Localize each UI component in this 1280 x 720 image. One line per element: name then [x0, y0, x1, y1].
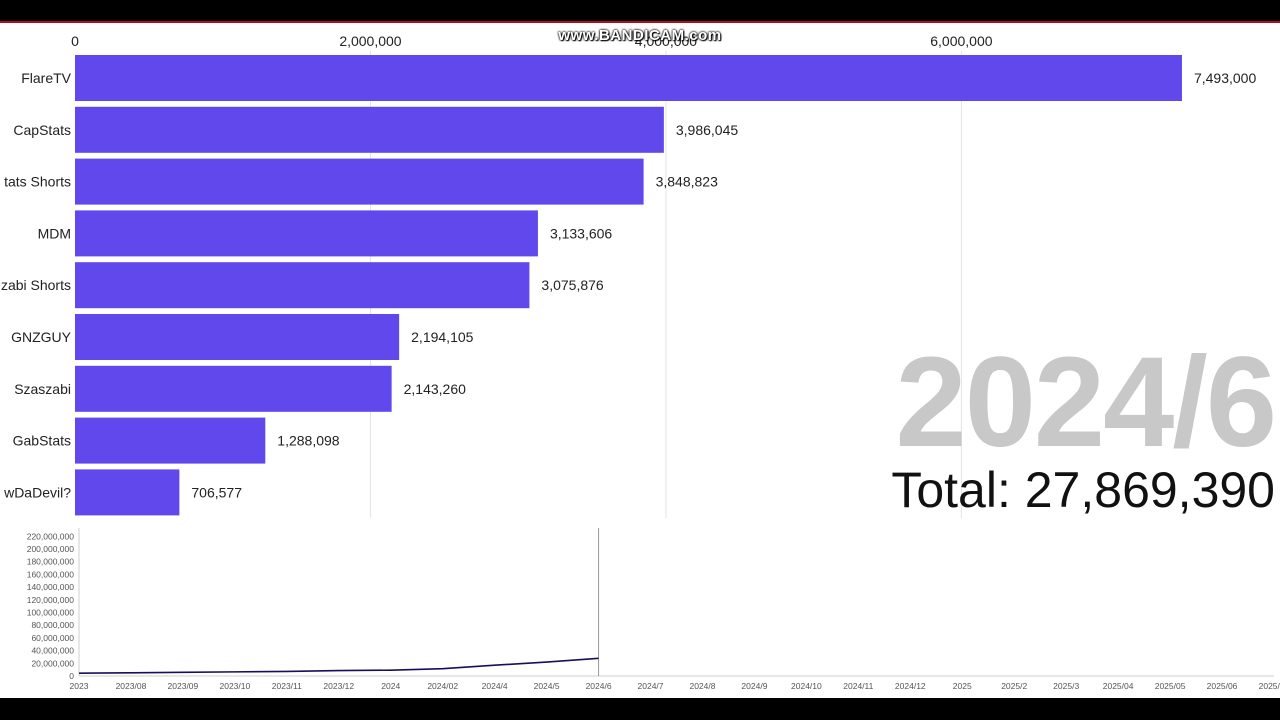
- bar-value-label: 2,143,260: [404, 381, 466, 397]
- total-label: Total:: [891, 462, 1011, 518]
- bar: [75, 210, 538, 257]
- bar: [75, 158, 644, 205]
- line-x-tick-label: 2024/6: [586, 681, 612, 691]
- bar-axis-tick-label: 6,000,000: [930, 33, 992, 49]
- total-readout: Total: 27,869,390: [860, 465, 1275, 515]
- line-y-tick-label: 140,000,000: [27, 582, 75, 592]
- total-value: 27,869,390: [1024, 462, 1275, 518]
- bar-category-label: GNZGUY: [11, 329, 72, 345]
- bar-axis-tick-label: 2,000,000: [339, 33, 401, 49]
- bar: [75, 469, 180, 516]
- line-x-tick-label: 2023: [70, 681, 89, 691]
- line-y-tick-label: 20,000,000: [31, 658, 74, 668]
- line-y-tick-label: 160,000,000: [27, 569, 75, 579]
- line-series: [78, 657, 599, 674]
- line-x-tick-label: 2024/7: [638, 681, 664, 691]
- line-y-tick-label: 220,000,000: [27, 531, 75, 541]
- line-x-tick-label: 2025/3: [1053, 681, 1079, 691]
- bar-category-label: MDM: [38, 225, 71, 241]
- bar-category-label: zabi Shorts: [1, 277, 71, 293]
- bar: [75, 314, 400, 360]
- bar-axis-ticks: 0 2,000,000 4,000,000 6,000,000: [71, 33, 993, 49]
- line-x-tick-label: 2024/11: [843, 681, 873, 691]
- bars: [75, 55, 1182, 516]
- period-label: 2024/6: [895, 331, 1278, 474]
- bar-value-label: 3,133,606: [550, 225, 612, 241]
- line-x-tick-label: 2025/2: [1001, 681, 1027, 691]
- line-x-tick-label: 2023/11: [272, 681, 302, 691]
- line-y-tick-label: 0: [69, 671, 74, 681]
- letterbox-bottom: [0, 698, 1280, 720]
- bar: [75, 417, 266, 464]
- line-x-tick-label: 2025/05: [1155, 681, 1186, 691]
- bar-value-labels: 7,493,000 3,986,045 3,848,823 3,133,606 3,07…: [191, 70, 1256, 500]
- line-x-tick-label: 2025/04: [1103, 681, 1134, 691]
- line-x-tick-label: 2024/9: [741, 681, 767, 691]
- line-x-tick-label: 2025/07: [1259, 681, 1280, 691]
- bar-chart: 0 2,000,000 4,000,000 6,000,000 FlareTV CapSt…: [1, 33, 1256, 518]
- line-x-tick-label: 2024/02: [427, 681, 458, 691]
- bar-value-label: 706,577: [191, 484, 242, 500]
- bar-value-label: 3,075,876: [541, 277, 603, 293]
- bar: [75, 262, 530, 309]
- line-x-tick-labels: 2023 2023/08 2023/09 2023/10 2023/11 2023/12 2…: [70, 681, 1280, 691]
- bar: [75, 365, 392, 412]
- line-y-tick-label: 100,000,000: [27, 608, 75, 618]
- bar-category-label: wDaDevil?: [3, 484, 71, 500]
- bar-value-label: 3,848,823: [656, 174, 718, 190]
- line-y-tick-label: 40,000,000: [31, 646, 74, 656]
- chart-stage: 0 2,000,000 4,000,000 6,000,000 FlareTV CapSt…: [0, 23, 1280, 698]
- bar-category-labels: FlareTV CapStats tats Shorts MDM zabi Shorts…: [1, 70, 72, 500]
- bar-axis-tick-label: 4,000,000: [635, 33, 697, 49]
- bar-value-label: 3,986,045: [676, 122, 738, 138]
- letterbox-top: [0, 0, 1280, 22]
- line-x-tick-label: 2023/12: [323, 681, 354, 691]
- line-y-tick-label: 120,000,000: [27, 595, 75, 605]
- line-x-tick-label: 2023/09: [168, 681, 199, 691]
- line-x-tick-label: 2023/10: [220, 681, 251, 691]
- bar-category-label: Szaszabi: [14, 381, 71, 397]
- bar-category-label: GabStats: [13, 433, 71, 449]
- line-x-tick-label: 2024/8: [689, 681, 715, 691]
- line-x-tick-label: 2025/06: [1207, 681, 1238, 691]
- line-y-tick-labels: 0 20,000,000 40,000,000 60,000,000 80,000,00…: [27, 531, 75, 681]
- line-y-tick-label: 200,000,000: [27, 544, 75, 554]
- letterbox-top-accent: [0, 21, 1280, 23]
- line-x-tick-label: 2023/08: [116, 681, 147, 691]
- bar-category-label: CapStats: [13, 122, 71, 138]
- bar-value-label: 7,493,000: [1194, 70, 1256, 86]
- bar: [75, 106, 664, 153]
- line-x-tick-label: 2024/4: [482, 681, 508, 691]
- line-chart: 0 20,000,000 40,000,000 60,000,000 80,000,00…: [27, 528, 1280, 691]
- bar-axis-tick-label: 0: [71, 33, 79, 49]
- line-x-tick-label: 2024/5: [534, 681, 560, 691]
- line-x-tick-label: 2024/12: [895, 681, 926, 691]
- line-x-tick-label: 2025: [953, 681, 972, 691]
- line-x-tick-label: 2024/10: [791, 681, 822, 691]
- line-y-tick-label: 80,000,000: [31, 620, 74, 630]
- bar-category-label: tats Shorts: [4, 174, 71, 190]
- bar: [75, 55, 1182, 101]
- line-y-tick-label: 180,000,000: [27, 557, 75, 567]
- bar-value-label: 1,288,098: [277, 433, 339, 449]
- line-x-tick-label: 2024: [381, 681, 400, 691]
- bar-value-label: 2,194,105: [411, 329, 473, 345]
- bar-category-label: FlareTV: [21, 70, 71, 86]
- recorder-watermark: www.BANDICAM.com: [558, 27, 722, 44]
- line-y-tick-label: 60,000,000: [31, 633, 74, 643]
